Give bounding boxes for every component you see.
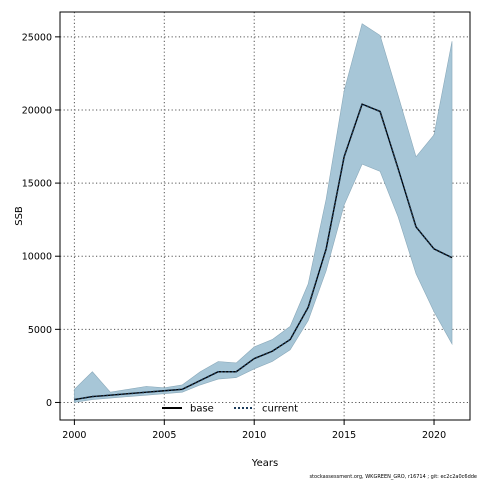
legend-label-base: base — [190, 404, 214, 415]
series-line-current — [74, 103, 453, 401]
confidence-band-layer — [74, 23, 453, 403]
y-tick-label-20000: 20000 — [22, 105, 52, 116]
y-tick-label-0: 0 — [46, 398, 52, 409]
y-axis: 0 5000 10000 15000 20000 25000 — [22, 32, 60, 409]
legend-label-current: current — [262, 404, 298, 415]
y-tick-label-15000: 15000 — [22, 179, 52, 190]
x-tick-label-2005: 2005 — [152, 430, 176, 441]
x-tick-label-2020: 2020 — [422, 430, 446, 441]
legend: base current — [162, 404, 298, 415]
x-axis-title: Years — [251, 458, 278, 469]
y-tick-label-10000: 10000 — [22, 252, 52, 263]
confidence-band — [74, 23, 453, 403]
y-tick-label-5000: 5000 — [28, 325, 52, 336]
y-axis-title: SSB — [14, 206, 25, 226]
x-tick-label-2000: 2000 — [62, 430, 86, 441]
x-tick-label-2015: 2015 — [332, 430, 356, 441]
footer-credit: stockassessment.org, WKGREEN_GRO, r16714… — [309, 474, 477, 480]
plot-frame — [59, 11, 471, 421]
y-tick-label-25000: 25000 — [22, 32, 52, 43]
series-lines-layer — [74, 103, 453, 401]
x-tick-label-2010: 2010 — [242, 430, 266, 441]
x-axis: 2000 2005 2010 2015 2020 — [62, 420, 446, 441]
